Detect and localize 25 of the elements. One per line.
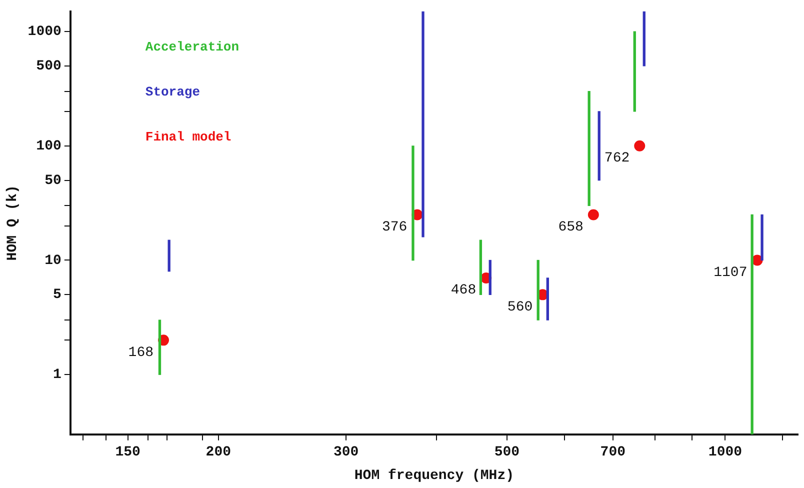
annotation: 762 [604,150,630,167]
y-axis-title: HOM Q (k) [4,185,21,261]
x-tick-label: 700 [600,444,626,460]
annotation: 560 [507,299,533,316]
x-tick-label: 200 [206,444,232,460]
y-tick-label: 5 [53,287,62,304]
annotation: 168 [128,344,154,361]
annotation: 468 [450,282,476,299]
y-tick-label: 100 [36,138,62,154]
y-tick-label: 500 [36,58,62,74]
text: Final model [145,130,232,145]
text: Acceleration [145,40,240,55]
y-tick-label: 1 [53,367,62,384]
y-tick-label: 50 [44,172,62,189]
annotation: 1107 [714,264,748,281]
text: Storage [145,84,200,100]
x-tick-label: 150 [115,444,140,460]
x-tick-label: 1000 [708,444,742,460]
x-tick-label: 500 [494,444,520,460]
y-tick-label: 10 [44,252,62,269]
y-tick-label: 1000 [28,24,62,40]
annotation: 658 [558,219,584,236]
x-axis-title: HOM frequency (MHz) [354,468,514,484]
annotation: 376 [382,219,408,236]
x-tick-label: 300 [333,444,359,460]
